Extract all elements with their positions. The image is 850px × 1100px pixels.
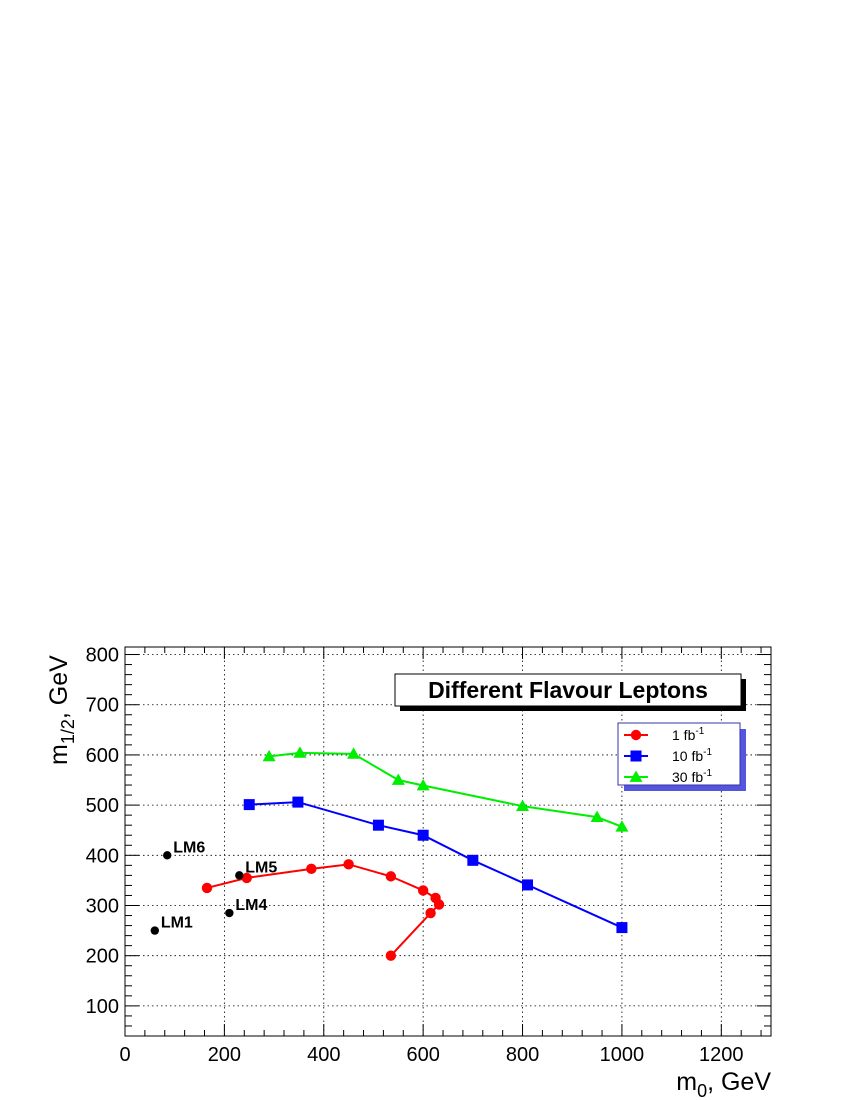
data-point [262,749,276,762]
benchmark-point: LM6 [163,839,205,860]
y-tick-label: 200 [86,946,119,968]
legend-label-sup: -1 [695,726,704,737]
benchmark-marker [225,908,234,918]
y-axis-title-base: m [45,744,73,765]
data-point [347,747,361,759]
y-axis-title: m1/2, GeV [45,655,78,765]
data-point [292,796,304,808]
chart-title-frame [394,673,742,707]
data-point [385,871,397,882]
legend-marker [630,750,642,762]
legend-entry: 10 fb-1 [624,747,712,764]
series-line [206,863,441,957]
axis-ticks [124,647,771,1036]
benchmark-marker [163,851,172,860]
x-tick-label: 600 [406,1044,439,1066]
data-point [467,854,479,866]
data-point [616,922,628,934]
data-point [241,872,252,884]
series-0 [201,859,445,961]
data-point [306,863,317,875]
benchmark-marker [235,871,244,880]
y-tick-label: 500 [86,795,119,817]
series-line [268,751,623,828]
y-tick-label: 400 [86,845,119,867]
legend: 1 fb-110 fb-130 fb-1 [617,722,746,791]
data-point [425,907,436,919]
y-axis-title-rest: , GeV [45,655,73,719]
data-point [372,819,384,831]
data-point [385,950,397,961]
y-tick-labels: 100 200 300 400 500 600 700 800 [86,645,119,1018]
legend-label-sup: -1 [703,768,712,779]
legend-entries: 1 fb-110 fb-130 fb-1 [624,726,712,785]
data-point [590,810,604,823]
data-point [391,773,405,785]
x-axis-title-sub: 0 [697,1081,707,1100]
data-point [243,799,255,811]
legend-label-base: 30 fb [672,769,703,785]
chart-title: Different Flavour Leptons [428,677,708,703]
plot-frame [124,646,772,1037]
data-point [417,829,429,841]
data-point [293,746,307,758]
x-tick-labels: 0 200 400 600 800 1000 1200 [119,1044,743,1066]
data-point [343,859,354,870]
x-axis-title-base: m [676,1068,697,1096]
legend-label: 1 fb-1 [672,726,705,743]
series-2 [262,746,629,832]
x-axis-title: m0, GeV [676,1068,771,1100]
data-point [416,779,430,791]
x-tick-label: 800 [506,1044,539,1066]
legend-label: 30 fb-1 [672,768,712,785]
legend-label-base: 10 fb [672,748,703,764]
y-tick-label: 700 [86,695,119,717]
x-tick-label: 400 [307,1044,340,1066]
series-layer [201,746,629,961]
legend-label-base: 1 fb [672,727,696,743]
benchmark-point: LM1 [150,915,193,935]
chart-title-box: Different Flavour Leptons [394,673,746,711]
benchmark-label: LM6 [173,839,205,856]
legend-label: 10 fb-1 [672,747,712,764]
legend-label-sup: -1 [703,747,712,758]
y-tick-label: 300 [86,895,119,917]
data-point [522,879,534,891]
legend-entry: 1 fb-1 [624,726,705,743]
legend-marker [629,770,643,782]
legend-marker [630,729,642,741]
x-tick-label: 200 [208,1044,241,1066]
y-tick-label: 600 [86,745,119,767]
y-axis-title-sub: 1/2 [58,719,78,744]
legend-entry: 30 fb-1 [624,768,712,785]
benchmark-point: LM5 [235,859,277,880]
x-tick-label: 1000 [600,1044,645,1066]
data-point [433,899,445,910]
data-point [201,882,213,894]
data-point [417,885,429,896]
x-axis-title-rest: , GeV [707,1068,771,1096]
benchmark-label: LM1 [161,915,193,932]
benchmark-label: LM4 [235,897,267,914]
y-tick-label: 800 [86,645,119,667]
benchmark-points: LM1 LM4 LM5 LM6 [150,839,277,935]
grid [125,647,771,1036]
benchmark-marker [150,926,160,935]
plot-frame-bg [125,647,771,1036]
series-1 [243,796,628,934]
benchmark-point: LM4 [225,897,267,918]
x-tick-label: 1200 [699,1044,744,1066]
benchmark-label: LM5 [245,859,277,876]
data-point [615,820,629,832]
y-tick-label: 100 [86,996,119,1018]
data-point [516,799,530,811]
x-tick-label: 0 [119,1044,130,1066]
